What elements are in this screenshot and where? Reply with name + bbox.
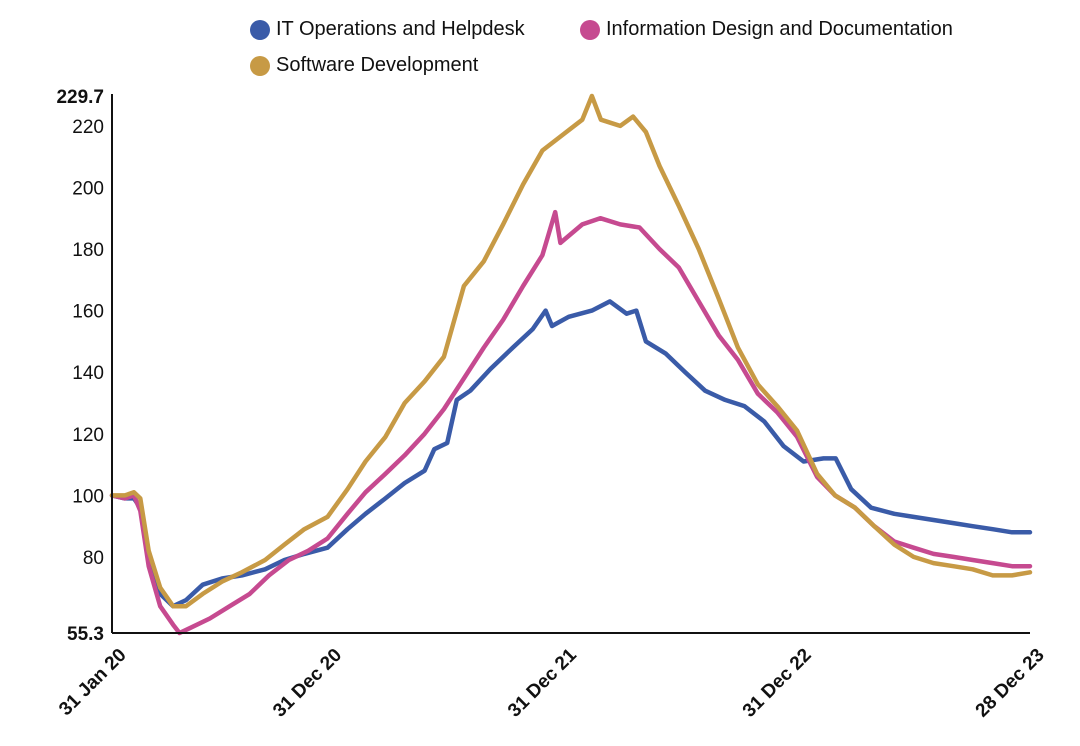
x-tick-label: 31 Jan 20 <box>55 645 130 720</box>
y-tick-label: 220 <box>72 117 104 138</box>
x-tick-label: 28 Dec 23 <box>972 645 1049 722</box>
y-tick-label: 120 <box>72 425 104 446</box>
x-tick-label: 31 Dec 20 <box>269 645 346 722</box>
series-layer <box>109 93 1033 636</box>
legend-swatch-it-operations <box>250 19 270 40</box>
y-min-label: 55.3 <box>67 624 104 645</box>
y-tick-label: 100 <box>72 486 104 507</box>
y-tick-label: 180 <box>72 240 104 261</box>
legend-label-software-development: Software Development <box>276 54 479 76</box>
y-tick-label: 80 <box>83 548 104 569</box>
x-tick-label: 31 Dec 21 <box>504 644 581 721</box>
x-tick-label: 31 Dec 22 <box>739 645 816 722</box>
legend-swatch-software-development <box>250 55 270 76</box>
legend-item-information-design: Information Design and Documentation <box>580 18 953 41</box>
legend-label-information-design: Information Design and Documentation <box>606 18 953 40</box>
legend-item-it-operations: IT Operations and Helpdesk <box>250 18 525 41</box>
series-line-1 <box>109 299 1033 609</box>
legend-label-it-operations: IT Operations and Helpdesk <box>276 18 525 40</box>
y-tick-label: 200 <box>72 178 104 199</box>
legend-swatch-information-design <box>580 19 600 40</box>
legend-item-software-development: Software Development <box>250 54 478 77</box>
y-tick-label: 160 <box>72 302 104 323</box>
x-axis-ticks: 31 Jan 20 31 Dec 20 31 Dec 21 31 Dec 22 28 D… <box>55 644 1048 721</box>
y-axis-ticks: 80 100 120 140 160 180 200 220 55.3 229.7 <box>56 87 104 645</box>
y-max-label: 229.7 <box>56 87 104 108</box>
y-tick-label: 140 <box>72 363 104 384</box>
series-line-3 <box>109 93 1033 609</box>
